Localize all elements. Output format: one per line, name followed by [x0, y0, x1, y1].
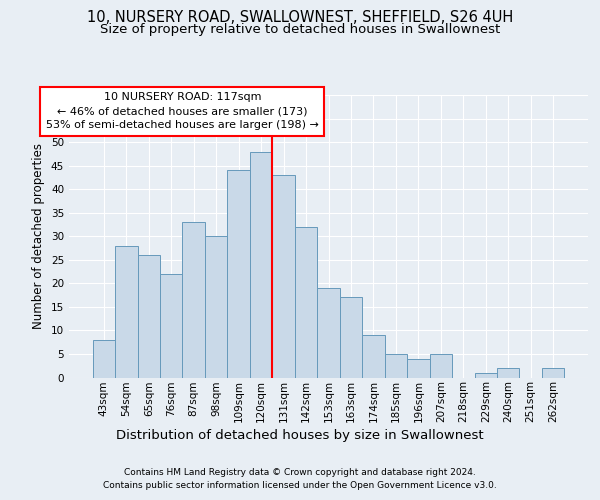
Bar [542, 368, 565, 378]
Bar [430, 354, 452, 378]
Text: Distribution of detached houses by size in Swallownest: Distribution of detached houses by size … [116, 428, 484, 442]
Text: Size of property relative to detached houses in Swallownest: Size of property relative to detached ho… [100, 24, 500, 36]
Bar [340, 298, 362, 378]
Bar [272, 175, 295, 378]
Bar [250, 152, 272, 378]
Bar [227, 170, 250, 378]
Bar [385, 354, 407, 378]
Text: 10, NURSERY ROAD, SWALLOWNEST, SHEFFIELD, S26 4UH: 10, NURSERY ROAD, SWALLOWNEST, SHEFFIELD… [87, 10, 513, 25]
Bar [137, 255, 160, 378]
Bar [317, 288, 340, 378]
Bar [407, 358, 430, 378]
Bar [295, 227, 317, 378]
Y-axis label: Number of detached properties: Number of detached properties [32, 143, 46, 329]
Bar [160, 274, 182, 378]
Bar [182, 222, 205, 378]
Bar [497, 368, 520, 378]
Bar [115, 246, 137, 378]
Text: Contains public sector information licensed under the Open Government Licence v3: Contains public sector information licen… [103, 480, 497, 490]
Bar [362, 335, 385, 378]
Text: 10 NURSERY ROAD: 117sqm
← 46% of detached houses are smaller (173)
53% of semi-d: 10 NURSERY ROAD: 117sqm ← 46% of detache… [46, 92, 319, 130]
Bar [205, 236, 227, 378]
Bar [92, 340, 115, 378]
Bar [475, 373, 497, 378]
Text: Contains HM Land Registry data © Crown copyright and database right 2024.: Contains HM Land Registry data © Crown c… [124, 468, 476, 477]
